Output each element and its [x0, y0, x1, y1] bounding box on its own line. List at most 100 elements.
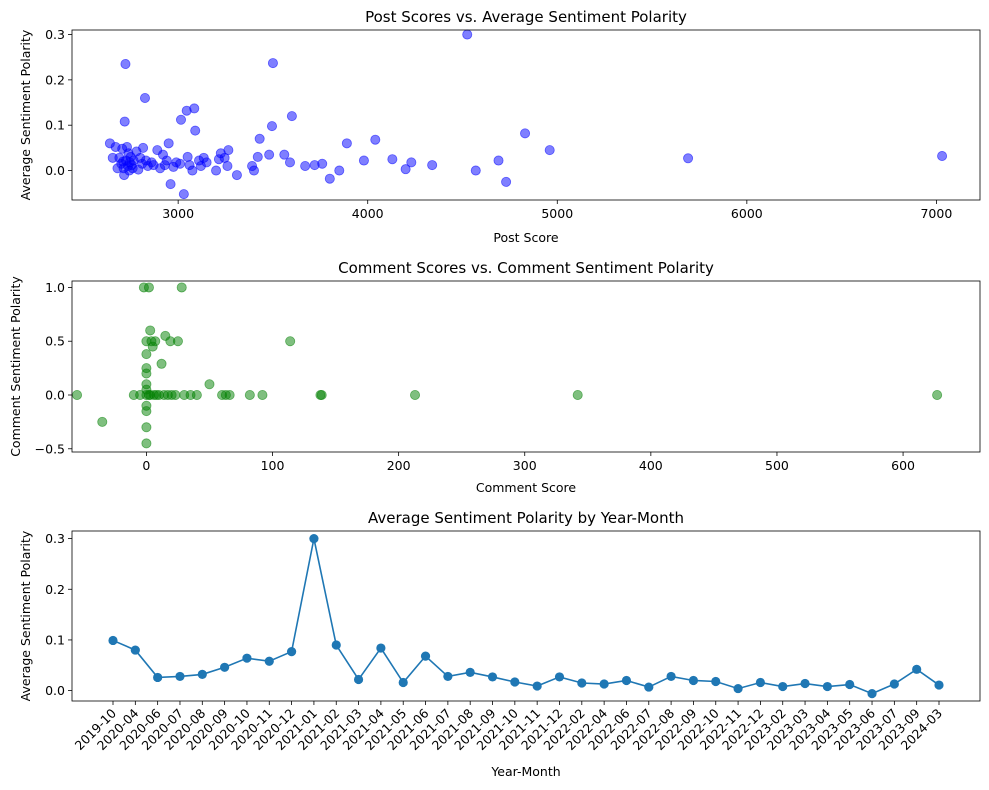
series-point — [554, 672, 565, 682]
scatter-point — [231, 170, 242, 181]
x-axis-label: Year-Month — [490, 764, 560, 779]
scatter-point — [141, 400, 152, 411]
y-tick-label: 1.0 — [45, 280, 65, 295]
scatter-point — [400, 164, 411, 175]
series-point — [778, 681, 788, 692]
series-point — [912, 664, 922, 674]
y-tick-label: 0.5 — [45, 334, 65, 349]
scatter-point — [165, 179, 176, 190]
series-point — [420, 651, 431, 661]
scatter-point — [520, 128, 531, 139]
scatter-point — [211, 165, 222, 176]
scatter-point — [248, 165, 259, 176]
scatter-point — [427, 160, 438, 171]
scatter-point — [139, 93, 150, 104]
series-point — [867, 689, 877, 699]
scatter-point — [222, 160, 233, 171]
x-tick-label: 7000 — [920, 206, 952, 221]
series-line — [112, 538, 940, 695]
series-point — [398, 677, 408, 688]
series-point — [264, 656, 274, 666]
scatter-point — [178, 189, 189, 200]
scatter-point — [334, 165, 345, 176]
series-point — [599, 679, 609, 689]
series-point — [197, 669, 207, 679]
series-point — [153, 672, 163, 683]
scatter-point — [175, 114, 186, 125]
scatter-point — [170, 389, 181, 400]
plot-frame — [71, 280, 981, 453]
scatter-point — [341, 138, 352, 149]
series-point — [443, 671, 453, 682]
y-axis-label: Average Sentiment Polarity — [18, 530, 33, 701]
scatter-point — [324, 173, 335, 184]
scatter-point — [267, 58, 278, 69]
x-tick-label: 200 — [387, 458, 411, 473]
scatter-point — [470, 165, 481, 176]
x-axis-label: Post Score — [493, 230, 558, 245]
scatter-point — [163, 138, 174, 149]
x-tick-label: 100 — [261, 458, 285, 473]
scatter-point — [150, 336, 161, 347]
scatter-point — [254, 133, 265, 144]
x-axis-label: Comment Score — [476, 480, 577, 495]
series-point — [733, 683, 743, 694]
series-point — [487, 672, 498, 682]
scatter-point — [120, 59, 131, 70]
scatter-point — [204, 379, 215, 390]
y-tick-label: 0.1 — [45, 118, 65, 133]
scatter-point — [544, 145, 555, 156]
series-point — [889, 679, 899, 689]
scatter-point — [176, 282, 187, 293]
series-point — [510, 677, 520, 687]
x-tick-label: 400 — [639, 458, 663, 473]
scatter-point — [266, 121, 277, 132]
y-tick-label: 0.0 — [45, 163, 65, 178]
y-tick-label: 0.2 — [45, 582, 65, 597]
x-tick-label: 3000 — [162, 206, 194, 221]
scatter-point — [145, 325, 156, 336]
scatter-point — [410, 389, 421, 400]
scatter-point — [172, 336, 183, 347]
scatter-point — [72, 389, 83, 400]
scatter-point — [937, 151, 948, 162]
scatter-point — [279, 149, 290, 160]
series-point — [286, 646, 297, 657]
series-point — [934, 680, 944, 690]
series-point — [822, 681, 832, 692]
series-point — [577, 678, 587, 688]
scatter-point — [201, 157, 212, 168]
scatter-point — [406, 157, 417, 168]
scatter-point — [182, 151, 193, 162]
scatter-point — [141, 438, 152, 449]
scatter-point — [683, 153, 694, 164]
scatter-point — [316, 389, 327, 400]
chart-title: Post Scores vs. Average Sentiment Polari… — [365, 8, 687, 26]
scatter-point — [141, 363, 152, 374]
series-point — [220, 662, 230, 672]
series-point — [242, 653, 252, 663]
y-tick-label: −0.5 — [35, 441, 65, 456]
scatter-point — [223, 145, 234, 156]
y-axis-label: Average Sentiment Polarity — [18, 29, 33, 200]
series-point — [800, 678, 810, 689]
series-point — [621, 675, 632, 686]
series-point — [666, 671, 676, 682]
scatter-point — [244, 389, 255, 400]
scatter-point — [285, 336, 296, 347]
scatter-point — [300, 160, 311, 171]
scatter-point — [493, 155, 504, 166]
scatter-point — [224, 389, 235, 400]
scatter-point — [370, 134, 381, 145]
scatter-point — [252, 151, 263, 162]
scatter-point — [189, 103, 200, 114]
scatter-point — [156, 358, 167, 369]
scatter-point — [97, 416, 108, 427]
y-tick-label: 0.3 — [45, 27, 65, 42]
scatter-point — [284, 157, 295, 168]
series-point — [465, 667, 475, 677]
series-point — [331, 640, 341, 650]
x-tick-label: 4000 — [352, 206, 384, 221]
series-point — [688, 675, 699, 686]
series-point — [108, 635, 118, 646]
